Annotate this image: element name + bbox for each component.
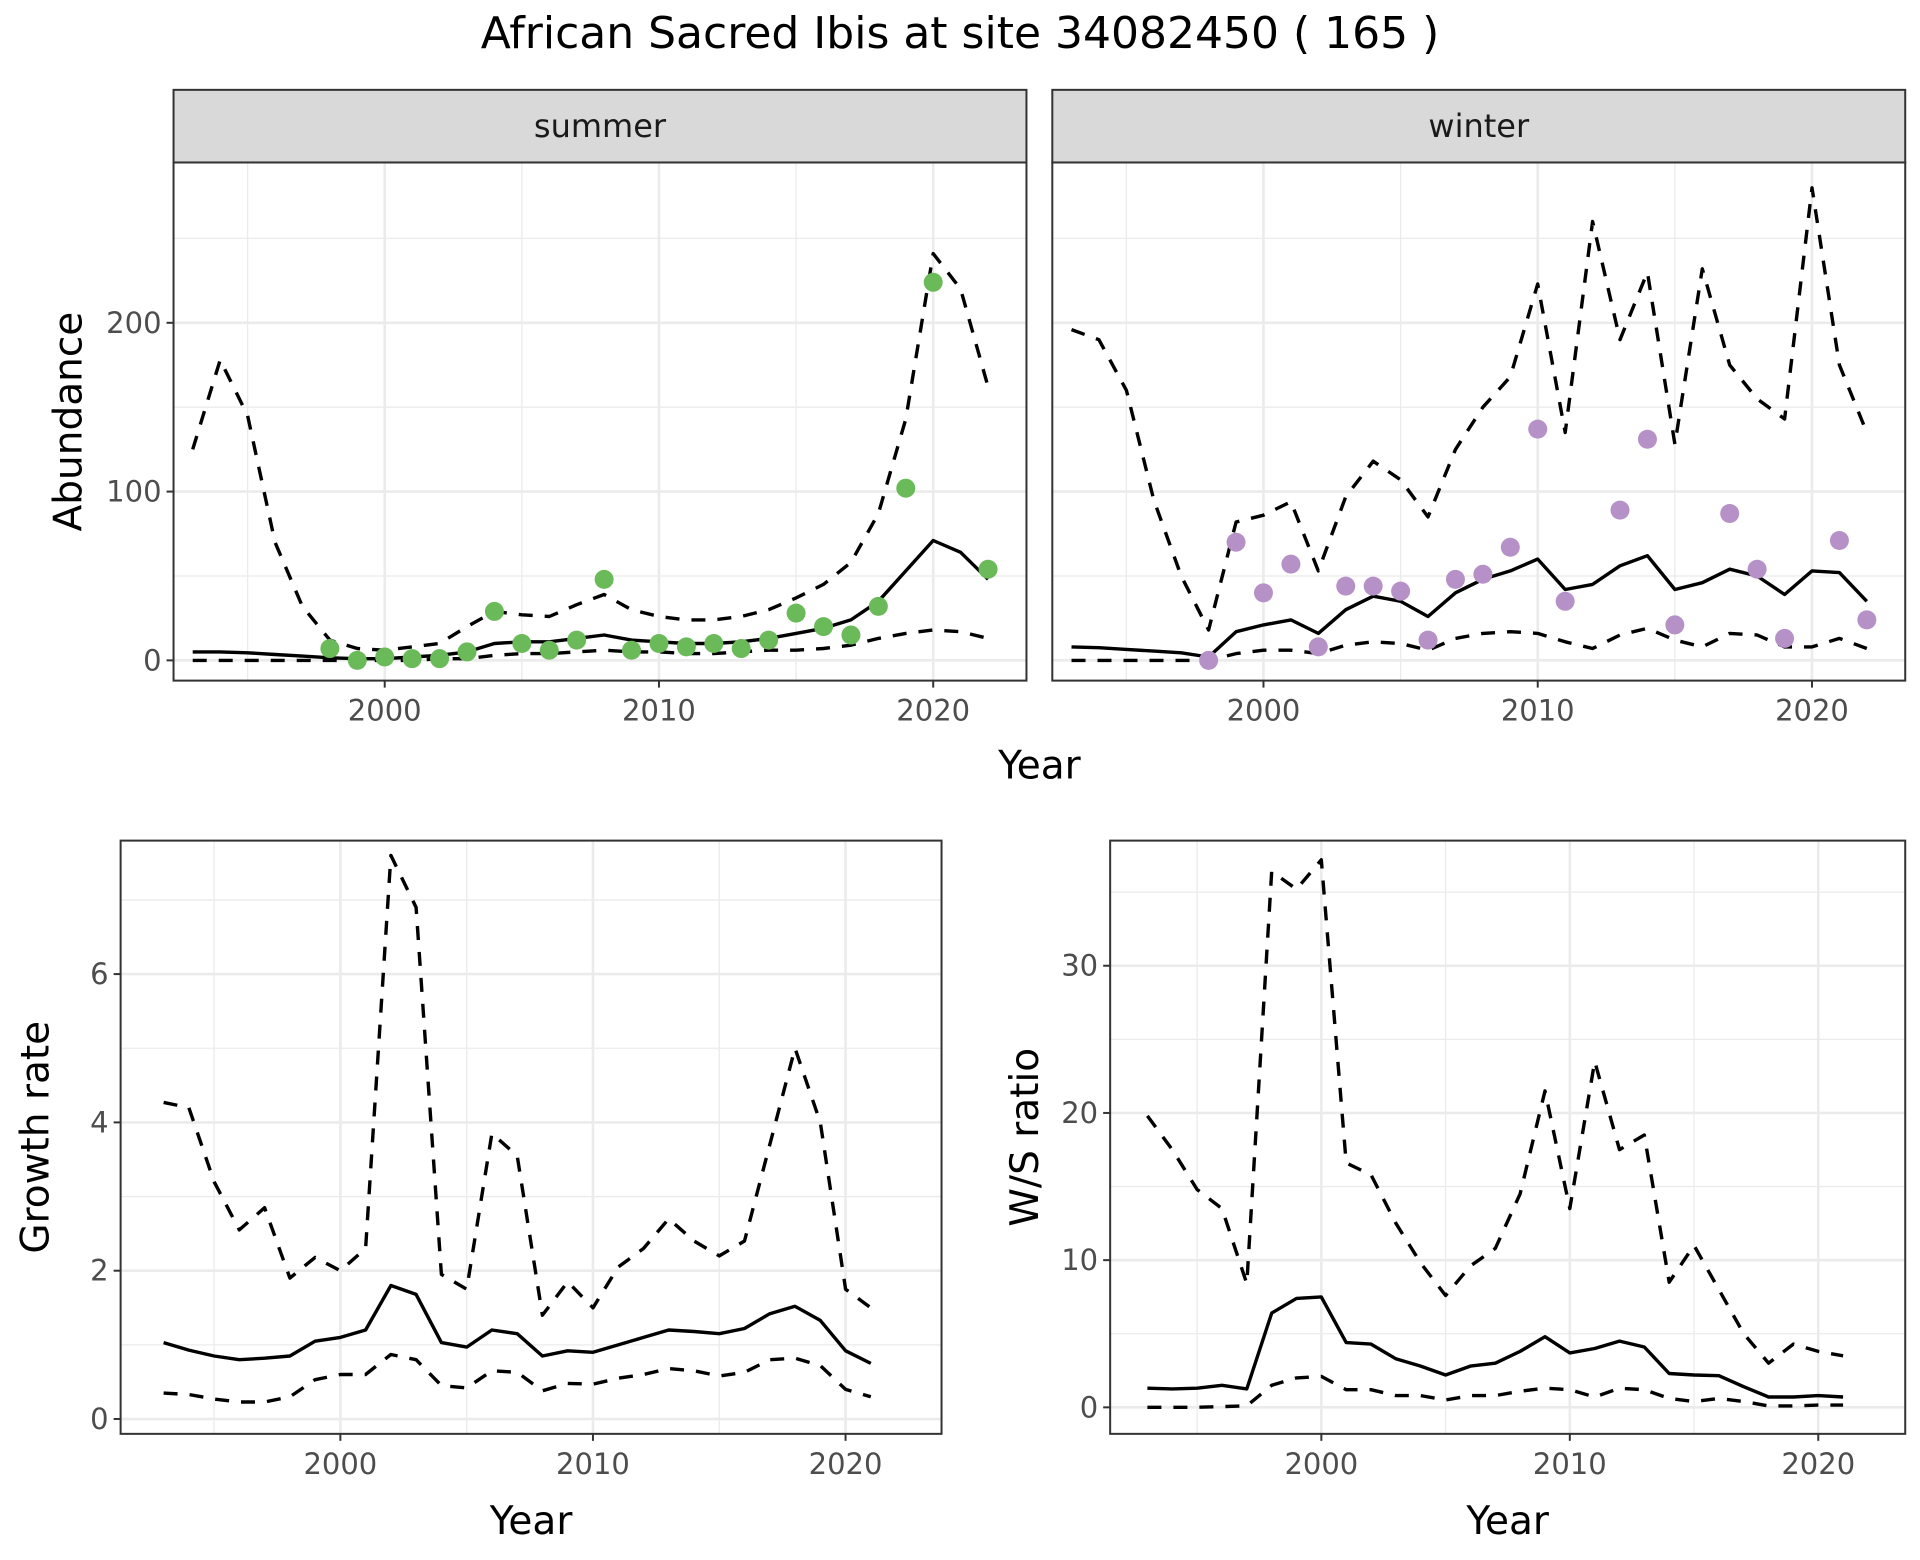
strip-background [1051,88,1907,164]
y-tick-label: 100 [106,475,161,509]
observed-point [1391,581,1411,601]
x-tick-label: 2000 [348,694,422,728]
panel-ws_ratio: 2000 2010 2020 0 10 20 30 W/S ratio Year [1003,839,1907,1544]
observed-point [1610,500,1630,520]
y-tick-label: 20 [1061,1096,1098,1130]
x-axis-title: Year [1465,1499,1550,1544]
panel-border [1051,161,1907,682]
observed-point [786,603,806,623]
observed-point [1281,554,1301,574]
observed-point [484,601,504,621]
series-line-upper [191,251,990,652]
observed-point [567,630,587,650]
y-tick-label: 0 [1080,1390,1098,1424]
x-tick-label: 2000 [1227,694,1301,728]
observed-point [704,633,724,653]
y-axis-title: Growth rate [14,1021,59,1254]
observed-point [896,478,916,498]
observed-point [1637,429,1657,449]
observed-point [1857,610,1877,630]
x-tick-label: 2020 [1775,694,1849,728]
observed-point [320,639,340,659]
observed-point [1253,583,1273,603]
panel-summer: summer 2000 2010 2020 0 100 200 Abundance [47,88,1028,728]
observed-point [978,559,998,579]
observed-point [649,633,669,653]
observed-point [1528,419,1548,439]
series-line-upper [163,853,872,1317]
series-line-fitted [1147,1295,1844,1399]
x-tick-label: 2010 [1533,1447,1607,1481]
observed-point [1500,537,1520,557]
y-tick-label: 0 [143,643,161,677]
series-line-lower [192,628,989,663]
observed-point [868,596,888,616]
observed-point [622,640,642,660]
x-tick-label: 2010 [1501,694,1575,728]
observed-point [1199,650,1219,670]
y-tick-label: 200 [106,306,161,340]
observed-point [759,630,779,650]
panel-border [119,839,943,1435]
observed-point [1363,576,1383,596]
observed-point [402,649,422,669]
observed-point [1445,569,1465,589]
series-line-lower [163,1352,872,1404]
observed-point [1555,591,1575,611]
y-axis-title: Abundance [47,312,92,532]
panel-border [1109,839,1907,1435]
x-tick-label: 2020 [809,1447,883,1481]
y-tick-label: 2 [90,1254,108,1288]
y-tick-label: 6 [90,957,108,991]
x-axis-title: Year [489,1499,574,1544]
observed-point [1473,564,1493,584]
observed-point [512,633,532,653]
x-tick-label: 2000 [1284,1447,1358,1481]
y-tick-label: 0 [90,1402,108,1436]
observed-point [923,272,943,292]
observed-point [1720,504,1740,524]
observed-point [539,640,559,660]
y-tick-label: 30 [1061,949,1098,983]
figure-title: African Sacred Ibis at site 34082450 ( 1… [481,8,1439,59]
y-axis-title: W/S ratio [1003,1048,1048,1227]
observed-point [1665,615,1685,635]
strip-background [172,88,1028,164]
series-line-lower [1147,1374,1844,1409]
observed-point [814,617,834,637]
observed-point [1226,532,1246,552]
x-tick-label: 2010 [622,694,696,728]
x-axis-title: Year [997,744,1082,789]
observed-point [1418,630,1438,650]
panel-growth: 2000 2010 2020 0 2 4 6 Growth rate Year [14,839,943,1544]
x-tick-label: 2020 [1781,1447,1855,1481]
series-line-upper [1070,186,1869,632]
y-tick-label: 4 [90,1105,108,1139]
series-line-fitted [1071,554,1869,659]
observed-point [347,650,367,670]
observed-point [457,642,477,662]
observed-point [594,569,614,589]
observed-point [1336,576,1356,596]
observed-point [375,647,395,667]
observed-point [731,639,751,659]
panel-winter: winter 2000 2010 2020 [1051,88,1907,728]
series-line-upper [1146,858,1844,1365]
y-tick-label: 10 [1061,1243,1098,1277]
observed-point [1775,628,1795,648]
observed-point [1308,637,1328,657]
observed-point [430,649,450,669]
observed-point [1747,559,1767,579]
series-line-fitted [192,538,990,661]
strip-label: summer [534,107,667,145]
strip-label: winter [1428,107,1530,145]
series-line-fitted [163,1283,872,1365]
x-tick-label: 2000 [303,1447,377,1481]
observed-point [1829,531,1849,551]
observed-point [841,625,861,645]
observed-point [676,637,696,657]
x-tick-label: 2020 [896,694,970,728]
x-tick-label: 2010 [556,1447,630,1481]
